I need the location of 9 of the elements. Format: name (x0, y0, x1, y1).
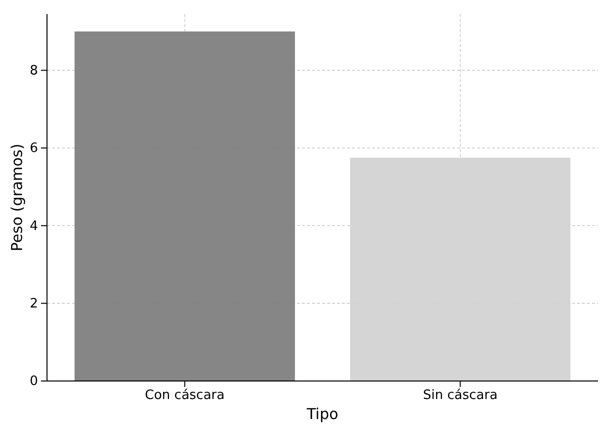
x-axis-title: Tipo (306, 405, 338, 423)
x-tick-label: Sin cáscara (422, 388, 498, 404)
y-tick-label: 4 (30, 218, 38, 234)
y-axis-title: Peso (gramos) (8, 144, 26, 252)
y-tick-label: 6 (30, 141, 38, 156)
y-tick-label: 0 (30, 374, 38, 390)
x-tick-label: Con cáscara (144, 388, 225, 404)
y-tick-label: 8 (30, 63, 38, 78)
y-tick-label: 2 (30, 296, 38, 312)
